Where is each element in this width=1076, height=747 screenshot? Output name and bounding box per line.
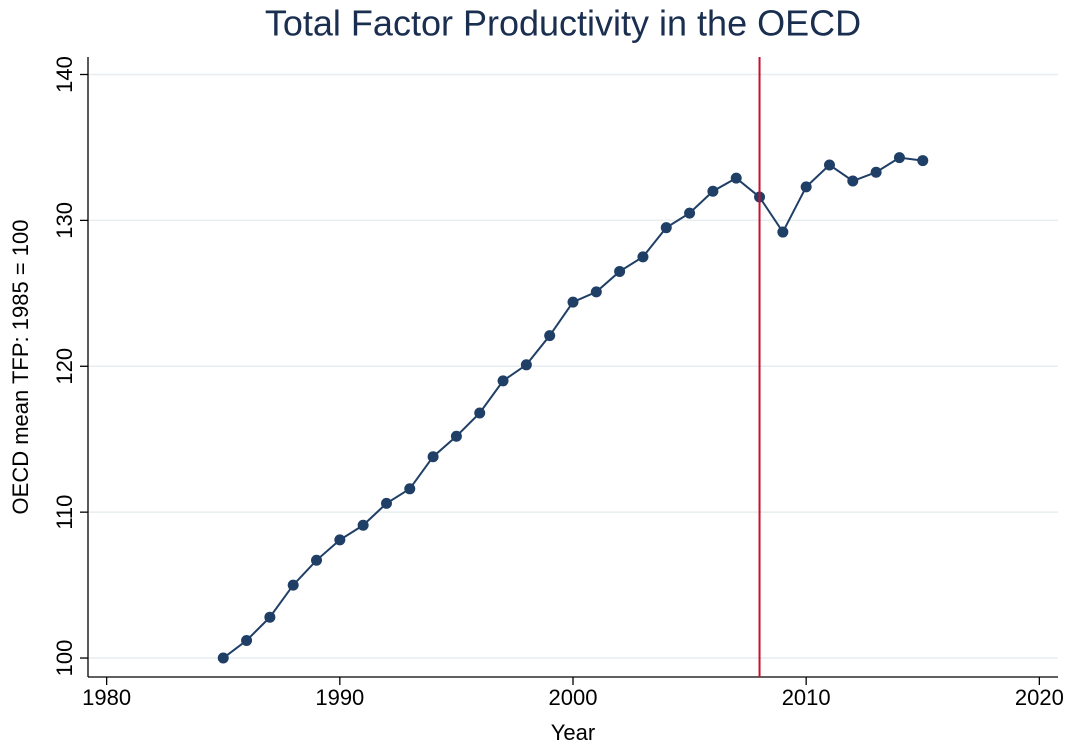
y-tick-label: 120 — [52, 348, 77, 385]
data-point — [380, 497, 392, 509]
data-point — [241, 635, 253, 647]
data-point — [614, 265, 626, 277]
x-tick-label: 1990 — [315, 685, 364, 710]
y-axis-label: OECD mean TFP: 1985 = 100 — [8, 220, 33, 515]
data-point — [637, 251, 649, 263]
x-axis-label: Year — [551, 720, 595, 745]
y-tick-label: 100 — [52, 640, 77, 677]
data-point — [450, 430, 462, 442]
data-point — [334, 534, 346, 546]
data-point — [264, 611, 276, 623]
x-tick-label: 2010 — [782, 685, 831, 710]
data-point — [870, 166, 882, 178]
data-point — [893, 152, 905, 164]
data-point — [287, 579, 299, 591]
x-tick-label: 2020 — [1015, 685, 1064, 710]
data-point — [777, 226, 789, 238]
data-point — [800, 181, 812, 193]
data-line — [222, 156, 923, 659]
data-point — [590, 286, 602, 298]
data-point — [357, 519, 369, 531]
data-point — [427, 451, 439, 463]
data-point — [684, 207, 696, 219]
data-point — [544, 330, 556, 342]
y-tick-label: 110 — [52, 495, 77, 530]
chart-title: Total Factor Productivity in the OECD — [265, 3, 861, 44]
x-tick-label: 2000 — [549, 685, 598, 710]
data-point — [847, 175, 859, 187]
data-point — [311, 554, 323, 566]
x-tick-label: 1980 — [82, 685, 131, 710]
data-point — [823, 159, 835, 171]
data-point — [404, 483, 416, 495]
data-point — [917, 155, 929, 167]
y-tick-label: 140 — [52, 56, 77, 93]
data-point — [217, 652, 229, 664]
data-point — [730, 172, 742, 184]
data-point — [474, 407, 486, 419]
data-point — [497, 375, 509, 387]
data-point — [567, 296, 579, 308]
data-point — [707, 185, 719, 197]
data-point — [660, 222, 672, 234]
data-point — [520, 359, 532, 371]
y-tick-label: 130 — [52, 202, 77, 239]
